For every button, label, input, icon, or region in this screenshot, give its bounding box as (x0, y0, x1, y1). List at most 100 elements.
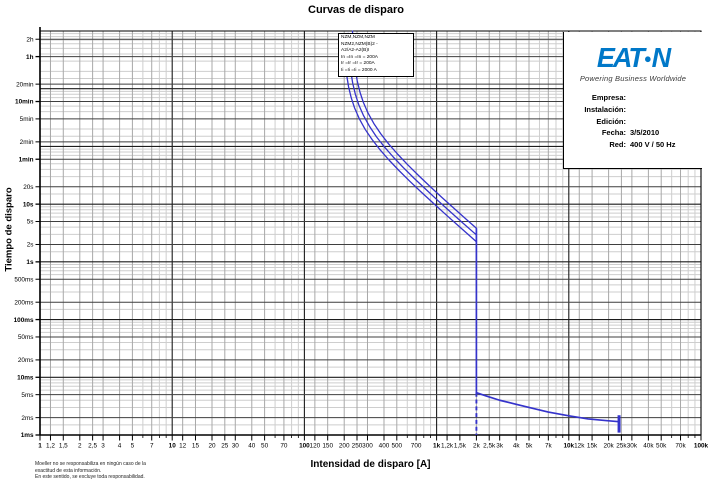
info-panel: EAT●N Powering Business Worldwide Empres… (563, 32, 702, 169)
eaton-wordmark-right: N (651, 42, 671, 74)
info-label: Fecha: (601, 128, 626, 138)
svg-text:2ms: 2ms (21, 415, 33, 422)
svg-text:10s: 10s (23, 201, 34, 208)
info-row-edicion: Edición: (564, 116, 702, 128)
svg-text:500: 500 (391, 443, 402, 450)
svg-text:10k: 10k (563, 443, 574, 450)
legend-line: A2/A2-A2(B)I (341, 48, 370, 53)
svg-text:4: 4 (118, 443, 122, 450)
eaton-o-dot-icon: ● (643, 50, 652, 67)
svg-text:20min: 20min (16, 81, 34, 88)
svg-text:30: 30 (232, 443, 240, 450)
info-label: Edición: (596, 116, 626, 126)
svg-text:5ms: 5ms (21, 392, 33, 399)
svg-text:2: 2 (78, 443, 82, 450)
svg-text:15: 15 (192, 443, 200, 450)
svg-text:15k: 15k (587, 443, 598, 450)
grid-labeled-lines (49, 31, 682, 435)
svg-text:400: 400 (379, 443, 390, 450)
svg-text:20k: 20k (603, 443, 614, 450)
svg-text:2s: 2s (27, 242, 34, 249)
trip-curves (343, 30, 621, 435)
svg-text:100k: 100k (694, 443, 709, 450)
legend-line: NZM,NZM,NZM (341, 35, 375, 40)
svg-text:700: 700 (411, 443, 422, 450)
project-info-rows: Empresa: Instalación: Edición: Fecha: 3/… (564, 92, 702, 151)
svg-text:12k: 12k (574, 443, 585, 450)
info-value: 400 V / 50 Hz (630, 140, 676, 150)
svg-text:1,2k: 1,2k (441, 443, 454, 450)
svg-text:120: 120 (310, 443, 321, 450)
eaton-wordmark: EAT●N (596, 42, 671, 74)
svg-text:1s: 1s (26, 259, 34, 266)
svg-text:1: 1 (38, 443, 42, 450)
svg-text:2k: 2k (473, 443, 481, 450)
svg-text:2,5k: 2,5k (483, 443, 496, 450)
info-label: Empresa: (591, 93, 626, 102)
svg-text:4k: 4k (513, 443, 521, 450)
svg-text:25: 25 (221, 443, 229, 450)
svg-text:500ms: 500ms (14, 276, 33, 283)
svg-text:40: 40 (248, 443, 256, 450)
eaton-wordmark-left: EAT (596, 42, 645, 74)
svg-text:10ms: 10ms (17, 374, 34, 381)
svg-text:7k: 7k (545, 443, 553, 450)
svg-text:5: 5 (131, 443, 135, 450)
axis-tick-labels: 2h 1h 20min 10min 5min 2min 1min 20s 10s 5s 2s 1s 50… (14, 36, 709, 449)
svg-text:2h: 2h (26, 36, 34, 43)
svg-text:25k: 25k (616, 443, 627, 450)
legend-line: In =In =In = 200A (341, 54, 378, 60)
svg-text:150: 150 (322, 443, 333, 450)
info-row-instalacion: Instalación: (564, 104, 702, 116)
disclaimer-line: En este sentido, se excluye toda respons… (35, 474, 145, 481)
svg-text:1ms: 1ms (21, 432, 34, 439)
x-axis-title: Intensidad de disparo [A] (310, 459, 431, 470)
svg-text:1min: 1min (19, 156, 34, 163)
eaton-tagline: Powering Business Worldwide (579, 74, 687, 83)
info-label: Red: (609, 140, 626, 150)
svg-text:200ms: 200ms (14, 299, 33, 306)
eaton-logo: EAT●N Powering Business Worldwide (564, 42, 702, 83)
svg-text:12: 12 (179, 443, 187, 450)
svg-text:1,5k: 1,5k (454, 443, 467, 450)
info-row-fecha: Fecha: 3/5/2010 (564, 127, 702, 139)
svg-text:250: 250 (352, 443, 363, 450)
info-row-red: Red: 400 V / 50 Hz (564, 139, 702, 151)
svg-text:30k: 30k (627, 443, 638, 450)
info-row-empresa: Empresa: (564, 92, 702, 104)
svg-text:1,5: 1,5 (59, 443, 68, 450)
svg-text:10: 10 (169, 443, 177, 450)
page-title: Curvas de disparo (308, 4, 404, 16)
svg-text:5k: 5k (526, 443, 534, 450)
svg-text:200: 200 (339, 443, 350, 450)
svg-text:1h: 1h (26, 54, 34, 61)
disclaimer: Moeller no se responsabiliza en ningún c… (35, 461, 146, 481)
curve-legend-box: NZM,NZM,NZM NZM2,NZM(B)2 - A2/A2-A2(B)I … (338, 33, 414, 77)
svg-text:7: 7 (150, 443, 154, 450)
svg-text:50ms: 50ms (18, 334, 34, 341)
legend-line: NZM2,NZM(B)2 - (341, 41, 378, 47)
axis-frame (39, 27, 702, 436)
svg-text:2,5: 2,5 (88, 443, 97, 450)
svg-text:3: 3 (101, 443, 105, 450)
info-value: 3/5/2010 (630, 128, 660, 138)
svg-text:5min: 5min (20, 116, 34, 123)
disclaimer-line: Moeller no se responsabiliza en ningún c… (35, 461, 146, 467)
legend-line: Ir =Ir =Ir = 200A (341, 61, 375, 66)
axis-ticks (35, 38, 702, 441)
svg-text:100ms: 100ms (14, 317, 34, 324)
svg-text:70: 70 (280, 443, 288, 450)
svg-text:3k: 3k (496, 443, 504, 450)
svg-text:2min: 2min (20, 139, 34, 146)
svg-text:70k: 70k (675, 443, 686, 450)
svg-text:300: 300 (362, 443, 373, 450)
svg-text:40k: 40k (643, 443, 654, 450)
svg-text:20s: 20s (23, 184, 33, 191)
svg-text:5s: 5s (27, 219, 34, 226)
svg-text:50k: 50k (656, 443, 667, 450)
svg-text:50: 50 (261, 443, 269, 450)
info-label: Instalación: (584, 104, 626, 114)
svg-text:20: 20 (208, 443, 216, 450)
svg-text:10min: 10min (15, 99, 34, 106)
